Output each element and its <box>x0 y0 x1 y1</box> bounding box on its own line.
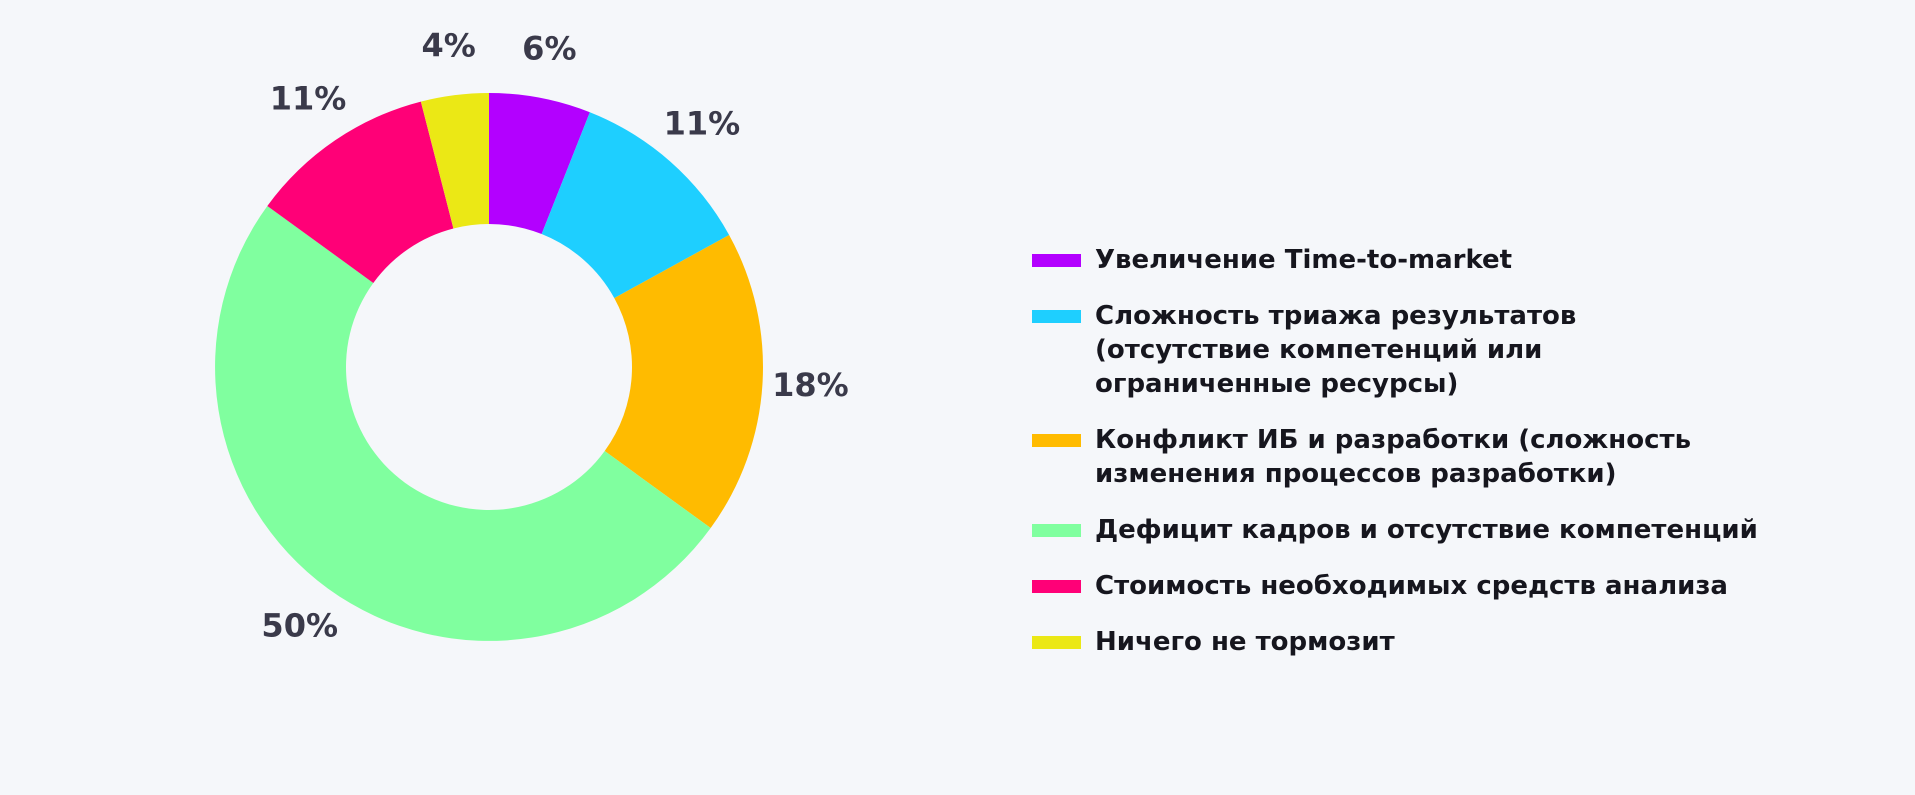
legend-swatch <box>1032 434 1081 447</box>
legend-label: Дефицит кадров и отсутствие компетенций <box>1095 515 1758 545</box>
legend-swatch <box>1032 636 1081 649</box>
data-label: 18% <box>772 366 849 404</box>
chart: 6% 11% 18% 50% 11% 4% <box>215 27 849 645</box>
donut-segment <box>420 93 489 229</box>
donut-segment <box>604 234 763 529</box>
legend-label: Ничего не тормозит <box>1095 627 1395 657</box>
donut-segment <box>267 101 454 283</box>
legend: Увеличение Time-to-market Сложность триаж… <box>1032 243 1758 659</box>
legend-label: Стоимость необходимых средств анализа <box>1095 571 1728 601</box>
legend-swatch <box>1032 310 1081 323</box>
legend-label: Сложность триажа результатов (отсутствие… <box>1095 301 1577 399</box>
legend-item: Дефицит кадров и отсутствие компетенций <box>1032 513 1758 547</box>
legend-label: Увеличение Time-to-market <box>1095 245 1513 275</box>
data-label: 6% <box>522 30 576 68</box>
data-label: 11% <box>664 104 741 142</box>
legend-item: Ничего не тормозит <box>1032 625 1758 659</box>
donut-segment <box>215 205 711 641</box>
data-label: 4% <box>421 27 475 65</box>
data-label: 11% <box>270 80 347 118</box>
donut-segment <box>489 93 590 235</box>
legend-swatch <box>1032 524 1081 537</box>
data-label: 50% <box>261 607 338 645</box>
legend-item: Конфликт ИБ и разработки (сложность изме… <box>1032 423 1758 491</box>
donut-segment <box>541 112 730 299</box>
legend-swatch <box>1032 580 1081 593</box>
legend-item: Сложность триажа результатов (отсутствие… <box>1032 299 1758 401</box>
legend-item: Стоимость необходимых средств анализа <box>1032 569 1758 603</box>
legend-swatch <box>1032 254 1081 267</box>
legend-item: Увеличение Time-to-market <box>1032 243 1758 277</box>
legend-label: Конфликт ИБ и разработки (сложность изме… <box>1095 425 1692 489</box>
